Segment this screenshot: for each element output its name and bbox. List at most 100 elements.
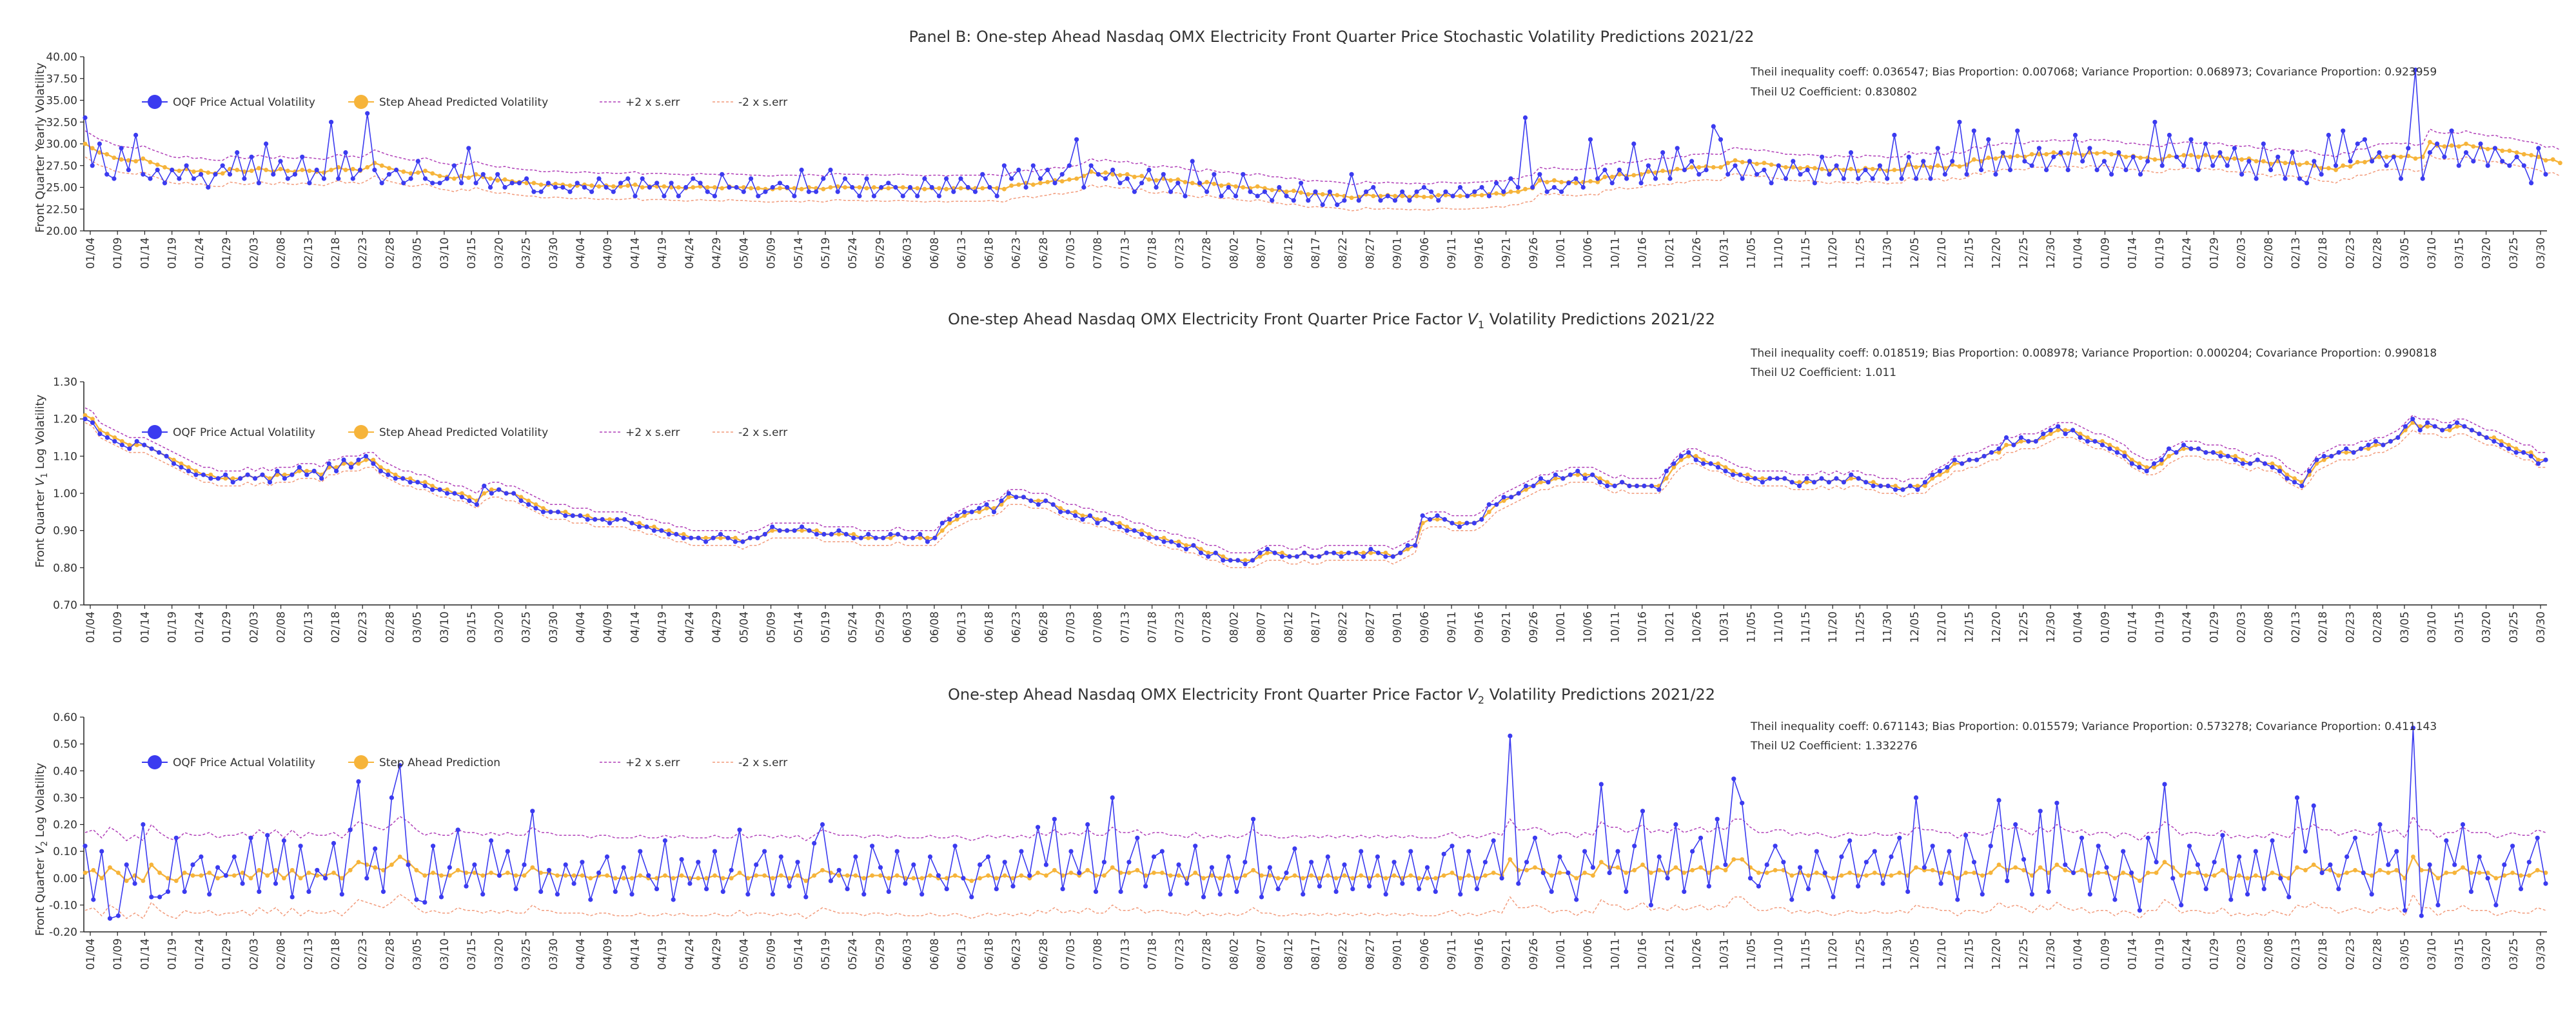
data-point — [2485, 871, 2490, 875]
data-point — [1045, 167, 1050, 173]
data-point — [2015, 128, 2020, 133]
x-tick-label: 03/05 — [411, 237, 424, 269]
data-point — [1812, 181, 1817, 186]
data-point — [1762, 161, 1767, 166]
data-point — [795, 873, 800, 878]
data-point — [1482, 860, 1488, 865]
data-point — [1938, 871, 1943, 875]
data-point — [2366, 446, 2371, 451]
data-point — [2388, 439, 2393, 444]
data-point — [1342, 198, 1347, 203]
data-point — [488, 176, 493, 181]
data-point — [1877, 163, 1882, 168]
data-point — [2056, 428, 2061, 433]
y-tick-label: 0.80 — [53, 562, 77, 575]
data-point — [1847, 871, 1853, 875]
data-point — [2417, 424, 2423, 429]
data-point — [415, 170, 420, 175]
data-point — [438, 894, 444, 900]
data-point — [173, 835, 179, 840]
data-point — [828, 185, 833, 190]
data-point — [2021, 857, 2027, 862]
data-point — [2444, 871, 2449, 875]
data-point — [2225, 163, 2230, 168]
data-point — [638, 849, 643, 854]
data-point — [2048, 431, 2053, 437]
x-tick-label: 10/11 — [1609, 237, 1622, 269]
data-point — [2232, 146, 2237, 151]
data-point — [451, 163, 457, 168]
data-point — [1755, 161, 1760, 166]
legend-label: -2 x s.err — [738, 756, 787, 769]
data-point — [1880, 873, 1885, 878]
data-point — [2107, 446, 2112, 451]
data-point — [257, 889, 262, 894]
data-point — [1870, 176, 1875, 181]
y-tick-label: -0.10 — [49, 899, 77, 912]
x-tick-label: 08/07 — [1255, 938, 1268, 970]
data-point — [1935, 163, 1940, 168]
data-point — [2355, 141, 2360, 146]
data-point — [1110, 520, 1115, 526]
data-point — [1660, 150, 1666, 155]
data-point — [1937, 468, 1942, 474]
data-point — [814, 189, 819, 194]
data-point — [1516, 867, 1521, 873]
x-tick-label: 10/11 — [1609, 611, 1622, 643]
data-point — [1450, 193, 1455, 199]
data-point — [2444, 838, 2449, 844]
data-point — [489, 487, 494, 492]
data-point — [2399, 154, 2403, 159]
data-point — [430, 171, 435, 176]
data-point — [662, 193, 667, 199]
data-point — [2115, 446, 2119, 451]
data-point — [495, 172, 500, 177]
data-point — [1190, 159, 1195, 164]
data-point — [502, 177, 507, 182]
data-point — [1405, 547, 1410, 551]
data-point — [134, 439, 139, 444]
data-point — [1573, 181, 1578, 186]
x-tick-label: 08/12 — [1283, 938, 1295, 970]
data-point — [1019, 873, 1024, 878]
data-point — [932, 535, 938, 540]
data-point — [2456, 163, 2461, 168]
data-point — [1906, 154, 1911, 159]
data-point — [2129, 870, 2134, 875]
data-point — [1009, 183, 1014, 188]
x-tick-label: 11/20 — [1827, 237, 1840, 269]
data-point — [1248, 189, 1253, 194]
data-point — [560, 184, 565, 190]
data-point — [1928, 176, 1933, 181]
data-point — [1306, 198, 1311, 203]
legend-label: -2 x s.err — [738, 96, 787, 109]
data-point — [2239, 157, 2245, 162]
data-point — [349, 461, 353, 466]
x-tick-label: 08/07 — [1255, 611, 1268, 643]
data-point — [745, 876, 751, 881]
data-point — [307, 181, 312, 186]
data-point — [2329, 453, 2334, 459]
data-point — [803, 894, 809, 900]
data-point — [1251, 867, 1255, 873]
data-point — [1088, 163, 1094, 168]
data-point — [1715, 865, 1720, 870]
data-point — [1634, 483, 1640, 489]
x-tick-label: 09/16 — [1473, 938, 1486, 970]
x-tick-label: 05/19 — [820, 237, 832, 269]
data-point — [952, 873, 958, 878]
x-tick-label: 01/09 — [112, 611, 124, 643]
data-point — [1897, 871, 1902, 875]
data-point — [2513, 450, 2519, 455]
data-point — [1217, 876, 1223, 881]
data-point — [1996, 446, 2001, 451]
data-point — [206, 184, 211, 190]
data-point — [1407, 195, 1412, 199]
data-point — [497, 873, 502, 878]
x-tick-label: 10/06 — [1582, 237, 1595, 269]
data-point — [1213, 550, 1218, 555]
data-point — [466, 146, 471, 151]
data-point — [1441, 873, 1446, 878]
data-point — [1595, 180, 1600, 184]
data-point — [381, 867, 386, 873]
